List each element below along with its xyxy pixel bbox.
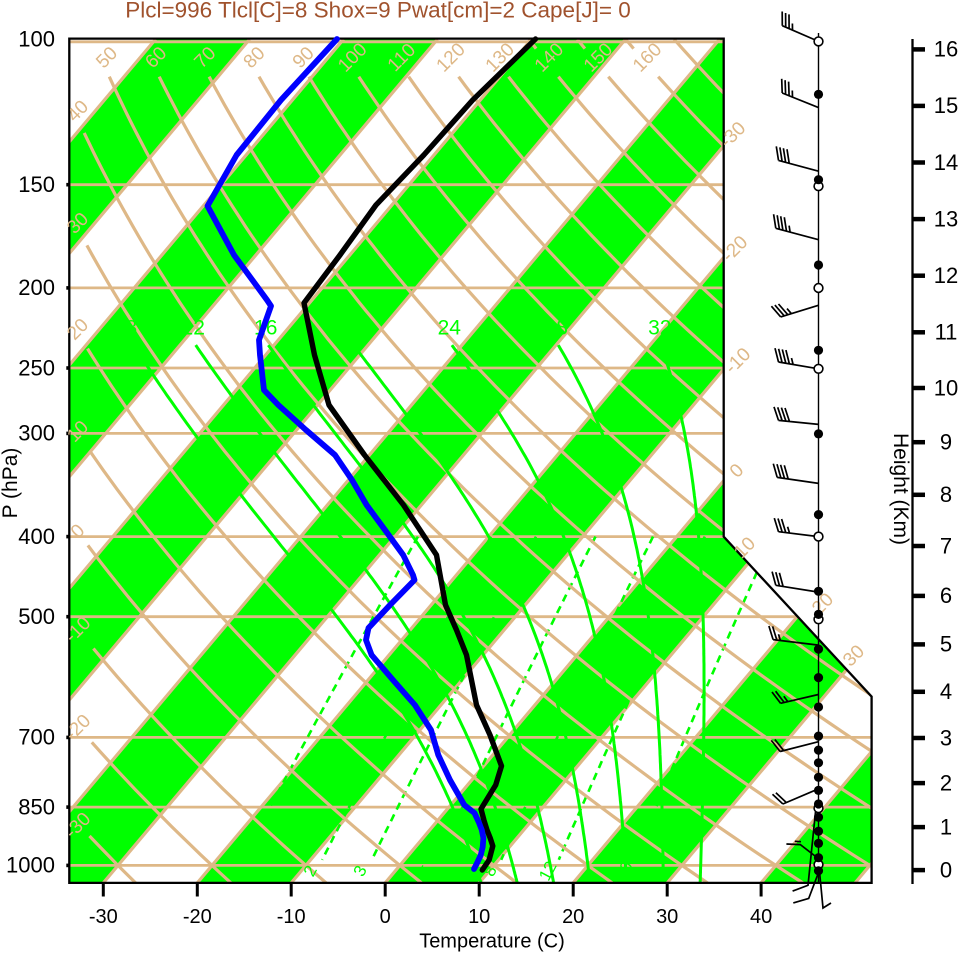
svg-text:700: 700 xyxy=(18,725,55,750)
svg-text:14: 14 xyxy=(934,150,958,175)
svg-text:12: 12 xyxy=(934,263,958,288)
svg-text:13: 13 xyxy=(934,206,958,231)
svg-text:30: 30 xyxy=(656,906,678,928)
svg-text:1000: 1000 xyxy=(6,853,55,878)
svg-text:Plcl=996 Tlcl[C]=8 Shox=9 Pwat: Plcl=996 Tlcl[C]=8 Shox=9 Pwat[cm]=2 Cap… xyxy=(125,0,630,23)
svg-text:850: 850 xyxy=(18,794,55,819)
svg-text:2: 2 xyxy=(940,770,952,795)
svg-text:12: 12 xyxy=(182,317,205,340)
svg-text:-10: -10 xyxy=(277,906,306,928)
svg-text:100: 100 xyxy=(18,27,55,52)
svg-text:7: 7 xyxy=(940,533,952,558)
svg-text:-20: -20 xyxy=(183,906,212,928)
svg-text:11: 11 xyxy=(935,320,958,345)
svg-text:0: 0 xyxy=(380,906,391,928)
svg-text:Height (Km): Height (Km) xyxy=(889,433,912,545)
svg-text:15: 15 xyxy=(934,93,958,118)
svg-text:20: 20 xyxy=(562,906,584,928)
svg-text:250: 250 xyxy=(18,355,55,380)
svg-text:10: 10 xyxy=(934,375,958,400)
svg-text:20: 20 xyxy=(339,317,362,340)
svg-text:0: 0 xyxy=(940,857,952,882)
svg-text:400: 400 xyxy=(18,524,55,549)
svg-text:5: 5 xyxy=(940,632,952,657)
svg-text:200: 200 xyxy=(18,275,55,300)
svg-text:16: 16 xyxy=(934,37,958,62)
svg-text:8: 8 xyxy=(940,482,952,507)
svg-text:40: 40 xyxy=(750,906,772,928)
svg-text:500: 500 xyxy=(18,604,55,629)
svg-text:1: 1 xyxy=(940,814,952,839)
svg-text:28: 28 xyxy=(545,317,568,340)
svg-text:150: 150 xyxy=(18,172,55,197)
svg-text:Temperature (C): Temperature (C) xyxy=(419,931,565,953)
svg-text:4: 4 xyxy=(940,679,952,704)
svg-text:8: 8 xyxy=(125,317,137,340)
svg-text:9: 9 xyxy=(940,430,952,455)
svg-text:P (hPa): P (hPa) xyxy=(0,448,22,519)
svg-text:10: 10 xyxy=(468,906,490,928)
svg-text:300: 300 xyxy=(18,421,55,446)
svg-text:3: 3 xyxy=(940,725,952,750)
svg-text:-30: -30 xyxy=(89,906,118,928)
svg-text:32: 32 xyxy=(648,317,671,340)
svg-text:6: 6 xyxy=(940,583,952,608)
svg-text:24: 24 xyxy=(438,317,462,340)
